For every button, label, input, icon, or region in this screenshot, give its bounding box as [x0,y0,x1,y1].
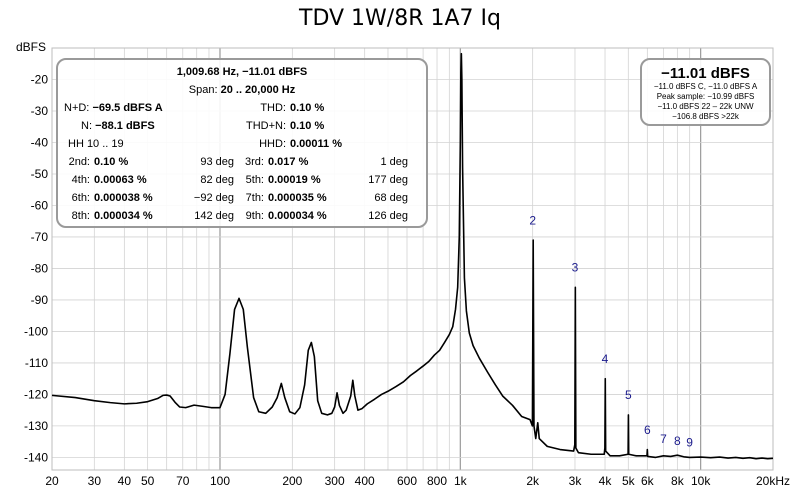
x-tick-label: 70 [176,474,190,488]
harmonic-phase: 68 deg [374,192,408,204]
y-axis-ticks: -20 -30 -40 -50 -60 -70 -80 -90 -100 -110 -120 -130… [24,72,48,464]
harmonic-value: 0.00063 % [94,174,147,186]
x-tick-label: 1k [454,474,468,488]
thdn-label: THD+N: [245,120,286,132]
harmonic-label: 7th: [245,192,264,204]
stats-panel: 1,009.68 Hz, −11.01 dBFS Span: 20 .. 20,… [56,58,428,228]
x-tick-label: 100 [210,474,230,488]
peak-line-4: −106.8 dBFS >22k [672,112,739,121]
harmonic-value: 0.000038 % [94,192,153,204]
y-tick-label: -70 [31,230,49,244]
harmonic-marker-label: 5 [625,388,632,402]
y-tick-label: -80 [31,261,49,275]
y-tick-label: -40 [31,135,49,149]
thd-value: 0.10 % [290,102,325,114]
harmonic-phase: 93 deg [200,156,234,168]
n-readout: N: −88.1 dBFS [81,120,155,132]
harmonic-phase: −92 deg [193,192,234,204]
harmonic-marker-label: 6 [644,423,651,437]
y-tick-label: -120 [24,387,48,401]
x-tick-label: 5k [622,474,636,488]
harmonic-label: 4th: [71,174,90,186]
fundamental-readout: 1,009.68 Hz, −11.01 dBFS [176,66,308,78]
y-axis-label: dBFS [16,40,47,54]
harmonic-label: 5th: [245,174,264,186]
harmonic-value: 0.000034 % [268,210,327,222]
thdn-value: 0.10 % [290,120,325,132]
spectrum-trace [51,52,774,460]
harmonic-value: 0.00019 % [268,174,321,186]
chart-title: TDV 1W/8R 1A7 Iq [299,6,501,31]
peak-panel: −11.01 dBFS −11.0 dBFS C, −11.0 dBFS A P… [640,58,771,126]
plot-frame [51,47,774,471]
x-tick-label: 6k [641,474,655,488]
nd-label: N+D: [64,102,90,114]
x-tick-label: 200 [282,474,302,488]
span-value: 20 .. 20,000 Hz [220,84,296,96]
thd-label: THD: [260,102,286,114]
y-tick-label: -50 [31,167,49,181]
hh-range-label: HH 10 .. 19 [68,138,124,150]
nd-value: −69.5 dBFS A [92,102,163,114]
y-tick-label: -30 [31,104,49,118]
x-tick-label: 400 [355,474,375,488]
peak-line-3: −11.0 dBFS 22 – 22k UNW [657,102,754,111]
n-value: −88.1 dBFS [95,120,155,132]
x-tick-label: 10k [691,474,711,488]
harmonic-label: 6th: [71,192,90,204]
x-axis-ticks: 20 30 40 50 70 100 200 300 400 600 800 1k 2k 3k 4k 5k 6k… [45,474,790,488]
harmonic-marker-label: 2 [529,213,536,227]
peak-level: −11.01 dBFS [661,65,750,82]
harmonic-phase: 82 deg [200,174,234,186]
harmonic-label: 2nd: [68,156,90,168]
harmonic-value: 0.000035 % [268,192,327,204]
harmonic-marker-label: 3 [572,261,579,275]
y-tick-label: -60 [31,198,49,212]
hhd-label: HHD: [259,138,286,150]
span-readout: Span: 20 .. 20,000 Hz [58,84,426,96]
n-label: N: [81,120,92,132]
harmonic-value: 0.10 % [94,156,129,168]
x-tick-label: 50 [141,474,155,488]
x-tick-label: 800 [427,474,447,488]
harmonic-value: 0.017 % [268,156,309,168]
x-tick-label: 8k [671,474,685,488]
harmonic-marker-label: 9 [686,435,693,449]
span-label: Span: [188,84,218,96]
harmonic-label: 8th: [71,210,90,222]
x-tick-label: 40 [118,474,132,488]
x-tick-label: 4k [599,474,613,488]
harmonic-marker-label: 7 [660,432,667,446]
y-tick-label: -100 [24,324,48,338]
y-tick-label: -20 [31,72,49,86]
harmonic-label: 9th: [245,210,264,222]
x-tick-label: 3k [569,474,583,488]
harmonic-phase: 177 deg [368,174,408,186]
harmonic-marker-label: 8 [674,434,681,448]
y-tick-label: -110 [25,356,48,370]
harmonic-value: 0.000034 % [94,210,153,222]
hhd-value: 0.00011 % [290,138,342,150]
x-tick-label: 600 [397,474,417,488]
x-tick-label: 30 [88,474,102,488]
x-tick-label: 20kHz [756,474,790,488]
peak-line-2: Peak sample: −10.99 dBFS [656,92,755,101]
x-tick-label: 2k [526,474,540,488]
x-tick-label: 300 [325,474,345,488]
y-tick-label: -90 [31,293,49,307]
harmonic-label: 3rd: [245,156,264,168]
y-tick-label: -130 [24,419,48,433]
y-tick-label: -140 [24,450,48,464]
harmonic-phase: 126 deg [368,210,408,222]
peak-line-1: −11.0 dBFS C, −11.0 dBFS A [653,82,758,91]
harmonic-labels: 2 3 4 5 67 8 9 [529,213,693,449]
harmonic-phase: 1 deg [380,156,408,168]
harmonic-phase: 142 deg [194,210,234,222]
harmonic-marker-label: 4 [602,352,609,366]
x-tick-label: 20 [45,474,59,488]
nd-readout: N+D: −69.5 dBFS A [64,102,163,114]
